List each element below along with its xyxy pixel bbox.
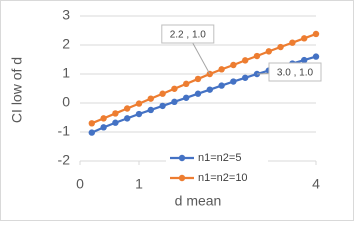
chart: CI low of d d mean -2-10123012342.2 , 1.… [0,0,354,221]
data-point [312,53,320,60]
data-point [147,106,154,114]
annotation-box [161,24,215,44]
data-point [112,110,119,117]
data-point [100,115,107,122]
data-point [194,75,202,83]
data-point [242,57,249,64]
legend-label: n1=n2=5 [198,152,241,164]
data-point [312,30,320,38]
y-tick-label: -2 [58,152,71,168]
data-point [88,129,96,136]
x-tick-label: 1 [135,176,143,192]
data-point [88,120,96,127]
data-point [124,115,131,122]
data-point [171,98,178,106]
data-point [277,43,284,51]
data-point [301,35,308,42]
y-axis-label: CI low of d [9,57,25,123]
data-point [253,52,261,60]
data-point [183,94,190,101]
legend-label: n1=n2=10 [198,172,248,184]
annotation-box [268,62,322,82]
data-point [230,78,237,85]
data-point [171,85,178,92]
data-point [194,90,202,97]
y-tick-label: 1 [62,65,70,81]
data-point [289,39,296,46]
data-point [301,56,308,64]
y-tick-label: 3 [62,7,70,23]
y-tick-label: 0 [62,94,70,110]
data-point [265,48,272,55]
y-tick-label: -1 [58,123,71,139]
x-axis-label: d mean [175,193,222,209]
data-point [206,86,213,93]
data-point [159,90,166,97]
data-point [124,105,131,112]
data-point [100,124,107,131]
data-point [218,66,225,73]
legend-marker [178,154,186,162]
data-point [135,100,143,107]
x-tick-label: 0 [76,176,84,192]
x-tick-label: 4 [312,176,320,192]
y-tick-label: 2 [62,36,70,52]
data-point [159,102,166,110]
data-point [135,110,143,118]
data-point [112,119,119,126]
data-point [230,61,237,69]
data-point [242,74,249,81]
annotation-text: 2.2 , 1.0 [170,30,207,41]
data-point [183,80,190,88]
data-point [147,95,154,102]
annotation-text: 3.0 , 1.0 [277,68,314,79]
legend-box [166,146,268,190]
data-point [218,82,225,89]
legend-marker [178,174,186,182]
